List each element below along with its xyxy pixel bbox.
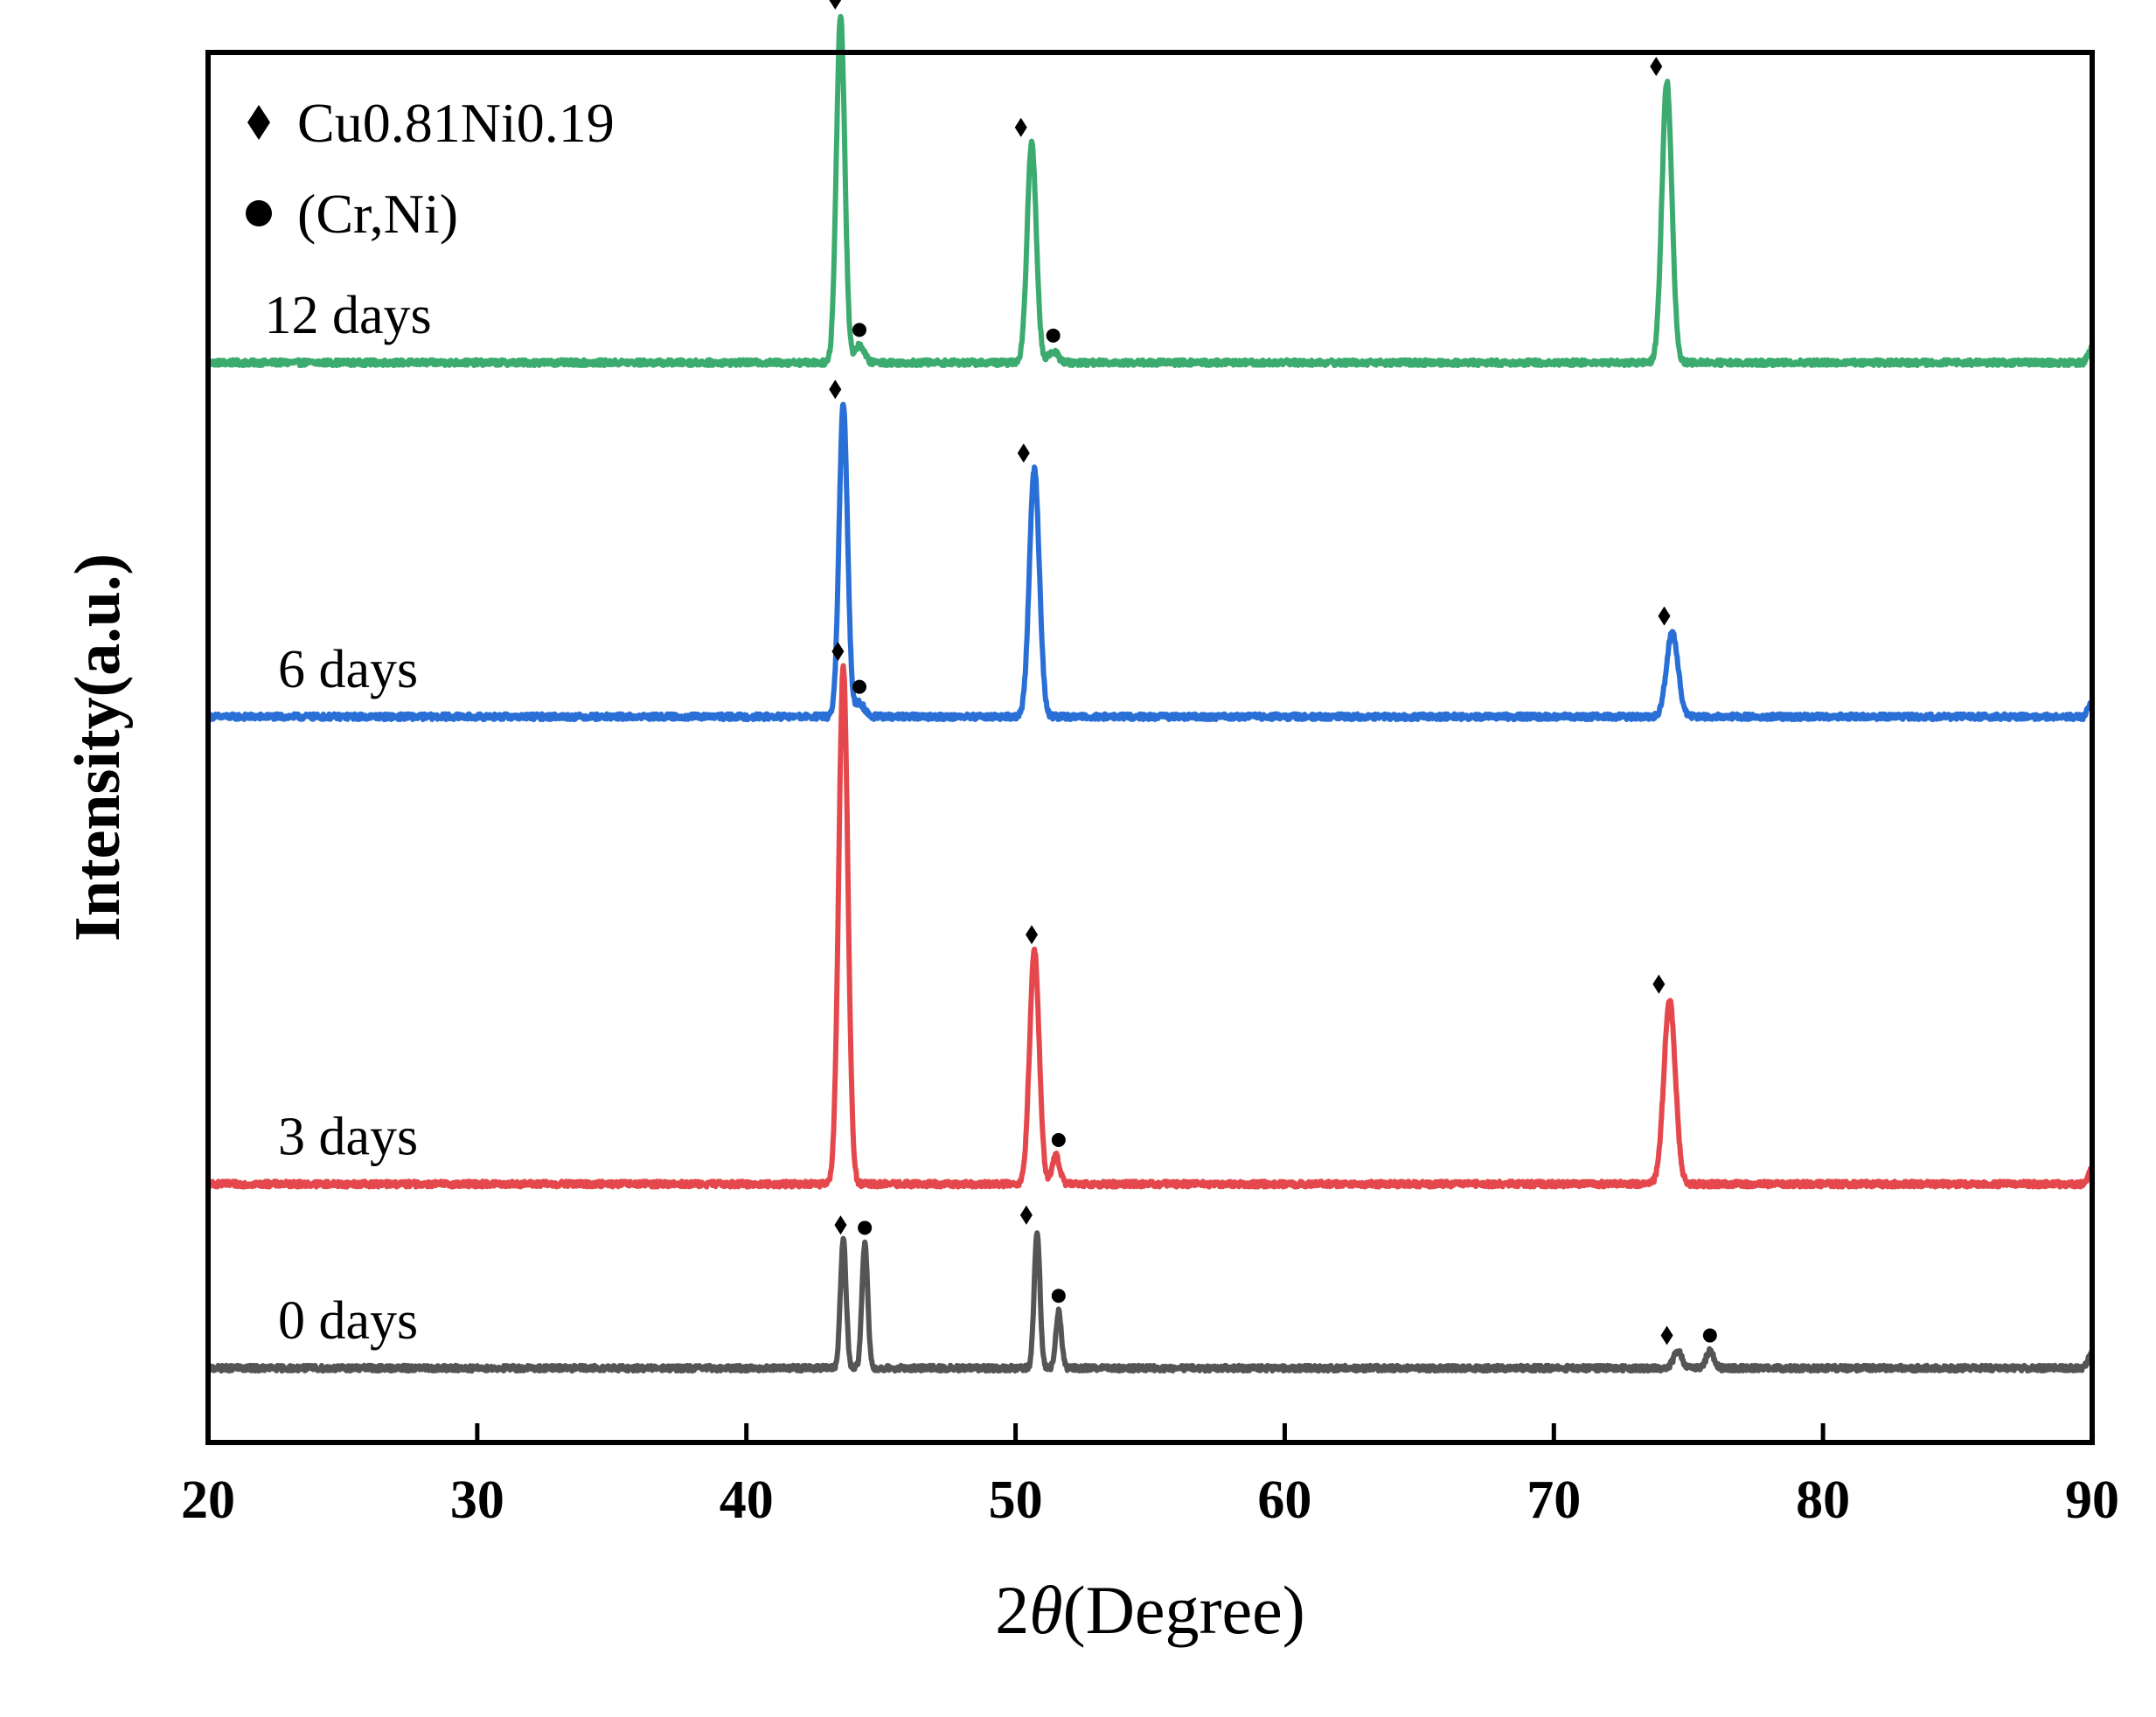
series-line-0-days	[205, 1230, 2095, 1374]
legend-label-1: (Cr,Ni)	[297, 183, 458, 245]
series-line-12-days	[205, 13, 2095, 368]
legend-label-0: Cu0.81Ni0.19	[297, 92, 615, 154]
series-layer	[205, 13, 2095, 1374]
x-axis-ticks: 20 30 40 50 60 70 80 90	[181, 1423, 2119, 1530]
x-tick-label-30: 30	[450, 1470, 504, 1530]
peak-marker-circle-6-days-1	[852, 679, 867, 694]
x-axis-title-theta: θ	[1029, 1572, 1062, 1648]
peak-marker-diamond-0-days-4	[1660, 1325, 1673, 1345]
legend: Cu0.81Ni0.19 (Cr,Ni)	[246, 92, 615, 245]
x-tick-label-80: 80	[1796, 1470, 1850, 1530]
x-axis-title: 2θ(Degree)	[995, 1572, 1304, 1648]
series-label-0-days: 0 days	[278, 1291, 418, 1351]
peak-marker-diamond-12-days-4	[1650, 57, 1663, 77]
peak-marker-diamond-0-days-2	[1019, 1205, 1033, 1225]
peak-marker-diamond-0-days-0	[834, 1215, 847, 1235]
peak-marker-circle-0-days-1	[858, 1220, 873, 1235]
peak-marker-diamond-3-days-3	[1652, 974, 1666, 994]
x-tick-label-40: 40	[720, 1470, 774, 1530]
x-axis-title-unit: (Degree)	[1063, 1572, 1305, 1648]
series-label-3-days: 3 days	[278, 1107, 418, 1166]
peak-marker-diamond-3-days-0	[831, 642, 845, 662]
x-tick-label-70: 70	[1527, 1470, 1581, 1530]
legend-marker-diamond	[247, 105, 270, 140]
peak-marker-circle-3-days-2	[1051, 1133, 1066, 1147]
x-tick-label-60: 60	[1257, 1470, 1311, 1530]
x-tick-label-20: 20	[181, 1470, 235, 1530]
series-label-layer: 12 days 6 days 3 days 0 days	[265, 286, 432, 1351]
x-tick-label-50: 50	[989, 1470, 1043, 1530]
peak-marker-circle-12-days-1	[852, 323, 867, 337]
peak-marker-layer	[829, 0, 1717, 1345]
peak-marker-diamond-6-days-0	[829, 379, 842, 400]
series-label-12-days: 12 days	[265, 286, 432, 345]
peak-marker-circle-0-days-5	[1702, 1328, 1717, 1343]
series-line-6-days	[205, 401, 2095, 722]
peak-marker-circle-12-days-3	[1046, 328, 1061, 343]
y-axis-title: Intensity(a.u.)	[62, 553, 134, 942]
peak-marker-diamond-12-days-0	[829, 0, 842, 10]
plot-area-frame	[205, 50, 2095, 1445]
x-tick-label-90: 90	[2065, 1470, 2119, 1530]
series-line-3-days	[205, 663, 2095, 1190]
peak-marker-diamond-12-days-2	[1014, 117, 1027, 137]
peak-marker-diamond-3-days-1	[1026, 925, 1039, 945]
legend-marker-circle	[246, 200, 272, 226]
x-axis-title-prefix: 2	[995, 1572, 1029, 1648]
series-label-6-days: 6 days	[278, 640, 418, 699]
peak-marker-diamond-6-days-3	[1658, 606, 1671, 626]
peak-marker-diamond-6-days-2	[1017, 443, 1030, 463]
peak-marker-circle-0-days-3	[1051, 1289, 1066, 1303]
